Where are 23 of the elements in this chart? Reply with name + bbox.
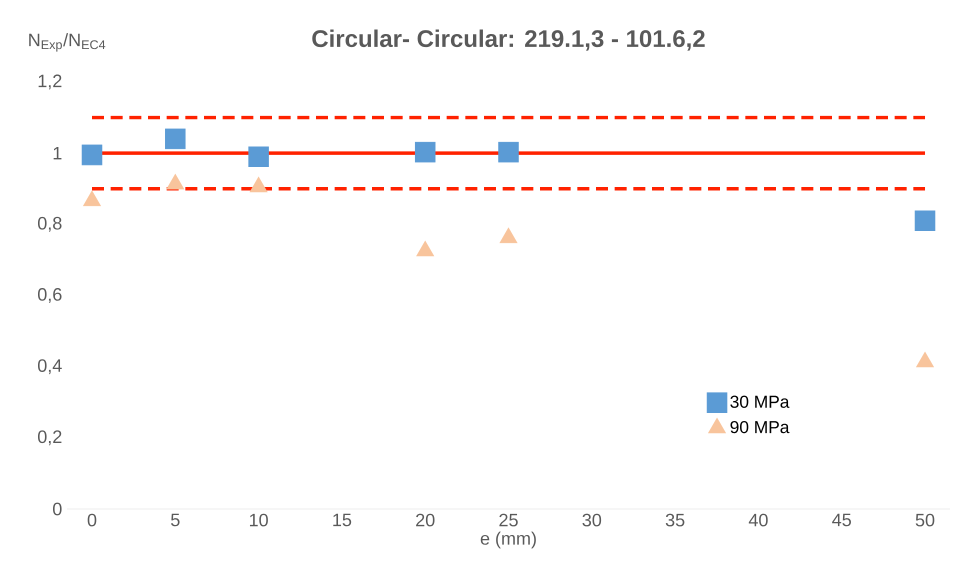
y-tick-label: 1 bbox=[54, 146, 62, 160]
y-tick-label: 1,2 bbox=[38, 74, 62, 90]
x-tick-label: 40 bbox=[748, 514, 768, 526]
x-tick-label: 45 bbox=[832, 514, 851, 526]
x-tick-label: 5 bbox=[171, 514, 180, 526]
y-tick-label: 0,2 bbox=[38, 430, 62, 446]
x-tick-label: 0 bbox=[88, 514, 96, 526]
x-tick-label: 30 bbox=[582, 514, 602, 526]
y-tick-label: 0,8 bbox=[38, 216, 62, 232]
y-axis-title: N$_{Exp}$/N$_{EC4}$ bbox=[29, 33, 106, 52]
x-axis-title: e (mm) bbox=[480, 532, 536, 548]
y-tick-label: 0,6 bbox=[38, 288, 62, 303]
legend-label: 90 MPa bbox=[730, 420, 790, 434]
x-tick-label: 25 bbox=[499, 514, 518, 526]
y-tick-label: 0 bbox=[53, 502, 62, 516]
legend-label: 30 MPa bbox=[730, 396, 790, 408]
x-tick-label: 20 bbox=[416, 514, 435, 526]
x-tick-label: 15 bbox=[333, 514, 352, 526]
x-tick-label: 50 bbox=[916, 514, 934, 526]
x-tick-label: 10 bbox=[250, 514, 268, 526]
y-tick-label: 0,4 bbox=[38, 359, 62, 374]
x-tick-label: 35 bbox=[666, 514, 684, 526]
chart-title: Circular- Circular: 219.1,3 - 101.6,2 bbox=[312, 30, 705, 51]
